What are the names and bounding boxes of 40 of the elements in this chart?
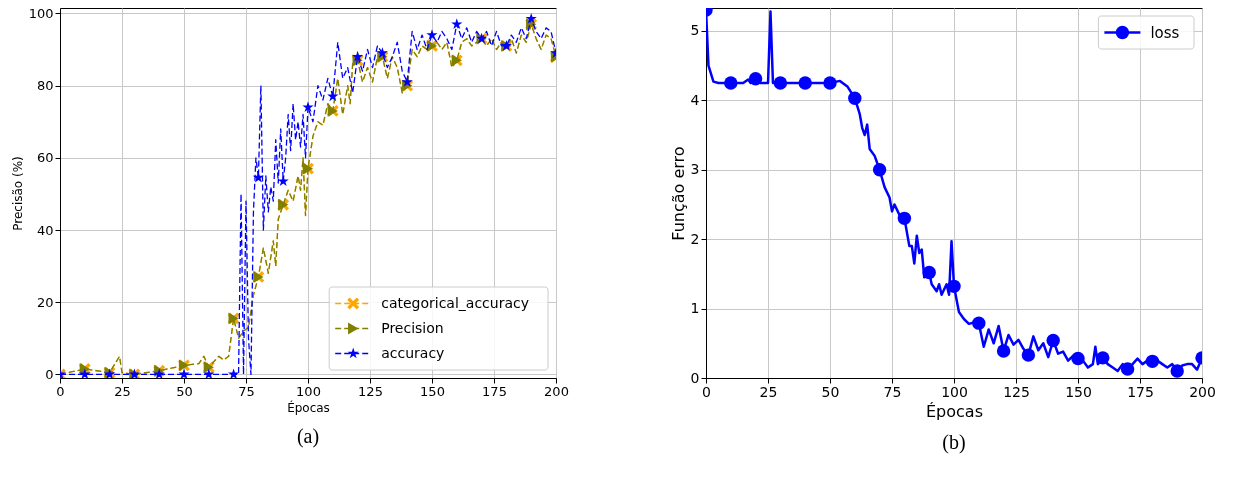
x-tick-label: 0 bbox=[702, 383, 711, 400]
x-tick-label: 175 bbox=[482, 383, 507, 399]
x-tick-label: 200 bbox=[1189, 383, 1216, 400]
x-tick-label: 125 bbox=[358, 383, 383, 399]
x-tick-label: 25 bbox=[114, 383, 131, 399]
x-tick-label: 125 bbox=[1003, 383, 1030, 400]
x-tick-label: 75 bbox=[238, 383, 255, 399]
y-tick-label: 20 bbox=[36, 294, 54, 310]
y-tick-label: 100 bbox=[28, 5, 54, 21]
y-tick-label: 2 bbox=[690, 230, 700, 247]
x-tick-label: 100 bbox=[941, 383, 968, 400]
y-tick-label: 40 bbox=[36, 222, 54, 238]
y-tick-label: 4 bbox=[690, 91, 700, 108]
x-tick-label: 150 bbox=[420, 383, 445, 399]
legend-label: Precision bbox=[381, 319, 444, 336]
x-axis-title: Épocas bbox=[926, 401, 983, 421]
y-axis-title: Função erro bbox=[668, 146, 688, 241]
legend-label: loss bbox=[1150, 23, 1180, 42]
x-tick-label: 50 bbox=[176, 383, 193, 399]
legend-label: accuracy bbox=[381, 344, 445, 361]
y-tick-label: 0 bbox=[45, 366, 54, 382]
y-axis-title: Precisão (%) bbox=[10, 156, 25, 231]
x-tick-label: 0 bbox=[56, 383, 65, 399]
x-tick-label: 150 bbox=[1065, 383, 1092, 400]
x-tick-label: 50 bbox=[821, 383, 840, 400]
y-tick-label: 1 bbox=[690, 300, 700, 317]
x-tick-label: 25 bbox=[759, 383, 778, 400]
y-tick-label: 5 bbox=[690, 22, 700, 39]
legend-label: categorical_accuracy bbox=[381, 294, 530, 311]
y-tick-label: 3 bbox=[690, 161, 700, 178]
x-tick-label: 175 bbox=[1127, 383, 1154, 400]
x-tick-label: 200 bbox=[544, 383, 569, 399]
x-axis-title: Épocas bbox=[287, 399, 330, 415]
y-tick-label: 60 bbox=[36, 150, 54, 166]
text: (a) bbox=[296, 425, 320, 448]
x-tick-label: 100 bbox=[296, 383, 321, 399]
y-tick-label: 0 bbox=[690, 369, 700, 386]
text: (b) bbox=[942, 431, 966, 454]
y-tick-label: 80 bbox=[36, 78, 54, 94]
x-tick-label: 75 bbox=[883, 383, 902, 400]
